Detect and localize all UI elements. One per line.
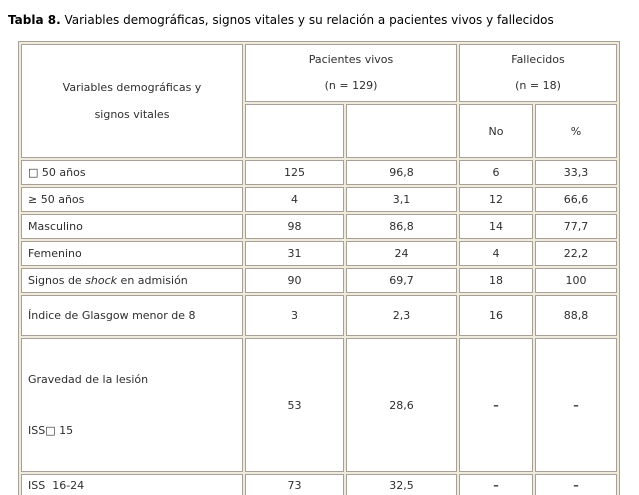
cell-value: 3,1 (346, 187, 457, 212)
cell-value-dash: – (535, 474, 617, 495)
cell-value: 33,3 (535, 160, 617, 185)
subheader-fallecidos-pct: % (535, 104, 617, 158)
group-header-vivos-line2: (n = 129) (324, 79, 378, 92)
row-label-part: en admisión (117, 274, 188, 287)
row-label: Signos de shock en admisión (21, 268, 243, 293)
cell-value: 16 (459, 295, 533, 336)
row-label-line1: Gravedad de la lesión (28, 373, 149, 386)
stub-header-line1: Variables demográficas y (62, 81, 202, 94)
cell-value-dash: – (535, 338, 617, 472)
cell-value: 53 (245, 338, 344, 472)
cell-value: 32,5 (346, 474, 457, 495)
header-sub-row: No % (21, 104, 617, 158)
cell-value: 125 (245, 160, 344, 185)
header-group-row: Variables demográficas y signos vitales … (21, 44, 617, 158)
row-label: Gravedad de la lesión ISS□ 15 (21, 338, 243, 472)
table-row: □ 50 años 125 96,8 6 33,3 (21, 160, 617, 185)
table-row: ISS 16-24 73 32,5 – – (21, 474, 617, 495)
cell-value: 18 (459, 268, 533, 293)
group-header-vivos-line1: Pacientes vivos (308, 53, 394, 66)
table-row: Índice de Glasgow menor de 8 3 2,3 16 88… (21, 295, 617, 336)
cell-value: 66,6 (535, 187, 617, 212)
row-label: ≥ 50 años (21, 187, 243, 212)
row-label: Índice de Glasgow menor de 8 (21, 295, 243, 336)
cell-value: 4 (459, 241, 533, 266)
subheader-vivos-pct (346, 104, 457, 158)
table-row: Masculino 98 86,8 14 77,7 (21, 214, 617, 239)
row-label: ISS 16-24 (21, 474, 243, 495)
caption-text: Variables demográficas, signos vitales y… (60, 13, 554, 27)
cell-value: 6 (459, 160, 533, 185)
cell-value: 96,8 (346, 160, 457, 185)
cell-value: 4 (245, 187, 344, 212)
cell-value: 14 (459, 214, 533, 239)
group-header-fallecidos-line2: (n = 18) (515, 79, 561, 92)
table-row: Signos de shock en admisión 90 69,7 18 1… (21, 268, 617, 293)
cell-value: 100 (535, 268, 617, 293)
stub-header-line2: signos vitales (94, 108, 170, 121)
cell-value: 24 (346, 241, 457, 266)
subheader-fallecidos-n: No (459, 104, 533, 158)
table-row: Femenino 31 24 4 22,2 (21, 241, 617, 266)
row-label: Masculino (21, 214, 243, 239)
data-table: Variables demográficas y signos vitales … (18, 41, 620, 495)
cell-value: 86,8 (346, 214, 457, 239)
row-label: Femenino (21, 241, 243, 266)
table-row: ≥ 50 años 4 3,1 12 66,6 (21, 187, 617, 212)
stub-header-cell: Variables demográficas y signos vitales (21, 44, 243, 158)
row-label-line2: ISS□ 15 (28, 424, 74, 437)
cell-value: 31 (245, 241, 344, 266)
row-label-italic: shock (85, 274, 118, 287)
cell-value: 12 (459, 187, 533, 212)
cell-value: 3 (245, 295, 344, 336)
caption-label: Tabla 8. (8, 13, 61, 27)
cell-value-dash: – (459, 338, 533, 472)
table-row: Gravedad de la lesión ISS□ 15 53 28,6 – … (21, 338, 617, 472)
cell-value: 77,7 (535, 214, 617, 239)
row-label-part: Signos de (28, 274, 86, 287)
group-header-fallecidos-line1: Fallecidos (511, 53, 565, 66)
group-header-vivos: Pacientes vivos (n = 129) (245, 44, 457, 102)
cell-value-dash: – (459, 474, 533, 495)
cell-value: 28,6 (346, 338, 457, 472)
cell-value: 69,7 (346, 268, 457, 293)
table-caption: Tabla 8. Variables demográficas, signos … (8, 6, 586, 34)
row-label: □ 50 años (21, 160, 243, 185)
cell-value: 90 (245, 268, 344, 293)
group-header-fallecidos: Fallecidos (n = 18) (459, 44, 617, 102)
cell-value: 98 (245, 214, 344, 239)
cell-value: 88,8 (535, 295, 617, 336)
cell-value: 22,2 (535, 241, 617, 266)
cell-value: 73 (245, 474, 344, 495)
cell-value: 2,3 (346, 295, 457, 336)
subheader-vivos-n (245, 104, 344, 158)
